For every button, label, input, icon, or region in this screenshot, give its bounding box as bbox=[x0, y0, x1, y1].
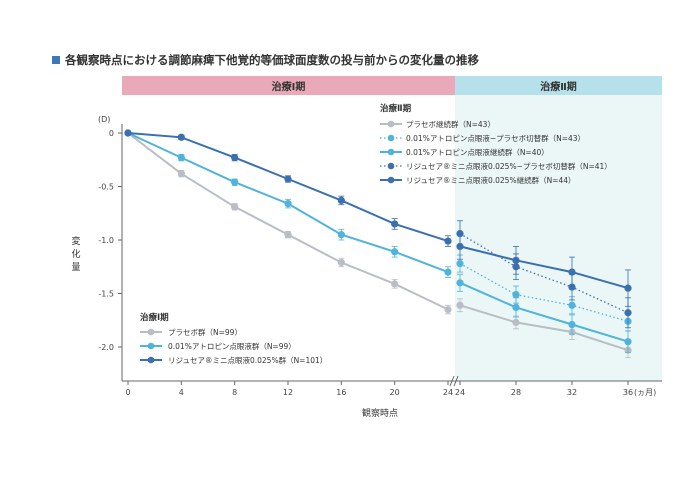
phase2-band bbox=[455, 76, 662, 95]
phase1-series-riju-point bbox=[391, 220, 399, 228]
phase2-series-4-line bbox=[459, 245, 629, 290]
y-tick-label: -1.0 bbox=[98, 236, 114, 245]
legend-phase2-marker bbox=[387, 162, 395, 170]
x-tick-label: 32 bbox=[567, 388, 577, 397]
phase1-series-atropine-point bbox=[337, 231, 345, 239]
phase1-band bbox=[122, 76, 455, 95]
phase1-series-riju-point bbox=[177, 133, 185, 141]
phase1-series-placebo-point bbox=[177, 170, 185, 178]
legend-phase2-label: 0.01%アトロピン点眼液継続群（N=40） bbox=[406, 147, 549, 157]
phase1-series-placebo-point bbox=[391, 280, 399, 288]
phase1-series-placebo-point bbox=[284, 231, 292, 239]
title-marker-icon bbox=[52, 56, 60, 64]
x-tick-label: 0 bbox=[125, 388, 130, 397]
y-tick-label: -2.0 bbox=[98, 343, 114, 352]
legend-phase1-label: 0.01%アトロピン点眼液群（N=99） bbox=[168, 341, 296, 351]
y-tick-label: 0 bbox=[109, 129, 114, 138]
legend-phase2-marker bbox=[387, 134, 395, 142]
y-tick-label: -0.5 bbox=[98, 183, 114, 192]
phase2-series-1-point bbox=[512, 290, 520, 299]
y-axis-label: 変 bbox=[71, 235, 80, 247]
phase1-series-riju-line bbox=[127, 132, 449, 243]
x-tick-label: 28 bbox=[511, 388, 521, 397]
phase2-series-1-line bbox=[459, 262, 629, 322]
legend-phase2-marker bbox=[387, 176, 395, 184]
phase2-series-0-point bbox=[512, 318, 520, 326]
y-tick-label: -1.5 bbox=[98, 290, 114, 299]
x-tick-label: 24 bbox=[455, 388, 465, 397]
phase2-series-3-point bbox=[624, 309, 632, 317]
phase2-label: 治療Ⅱ期 bbox=[540, 80, 577, 93]
phase1-series-riju-point bbox=[231, 154, 239, 162]
legend-phase2-label: プラセボ継続群（N=43） bbox=[406, 119, 495, 129]
legend-phase2-label: リジュセア®ミニ点眼液0.025%−プラセボ切替群（N=41） bbox=[406, 161, 612, 171]
phase2-series-2-line bbox=[459, 281, 629, 343]
chart-title-text: 各観察時点における調節麻痺下他覚的等価球面度数の投与前からの変化量の推移 bbox=[65, 53, 479, 67]
phase1-label: 治療Ⅰ期 bbox=[272, 80, 306, 93]
x-tick-label: 20 bbox=[390, 388, 400, 397]
y-axis-label: 量 bbox=[71, 262, 80, 273]
phase1-series-atropine-point bbox=[391, 248, 399, 256]
phase2-series-4-point bbox=[456, 242, 464, 251]
phase1-series-placebo-point bbox=[337, 258, 345, 267]
phase2-series-4-point bbox=[512, 256, 520, 264]
x-tick-label: 16 bbox=[336, 388, 346, 397]
phase2-series-1-point bbox=[568, 301, 576, 309]
phase1-series-riju-point bbox=[284, 175, 292, 183]
legend-phase1-label: リジュセア®ミニ点眼液0.025%群（N=101） bbox=[168, 355, 327, 365]
phase1-series-placebo-point bbox=[231, 203, 239, 211]
phase2-series-1-point bbox=[456, 259, 464, 268]
x-tick-label: 12 bbox=[283, 388, 293, 397]
legend-phase2-marker bbox=[387, 148, 395, 156]
phase2-series-2-point bbox=[568, 320, 576, 329]
x-axis-label: 観察時点 bbox=[362, 407, 398, 419]
legend-phase2-label: リジュセア®ミニ点眼液0.025%継続群（N=44） bbox=[406, 175, 576, 185]
phase1-series-placebo-point bbox=[444, 305, 452, 314]
phase2-series-3-line bbox=[459, 233, 629, 314]
phase1-series-placebo-line bbox=[127, 132, 449, 311]
phase1-series-riju-point bbox=[124, 129, 132, 137]
legend-phase2-title: 治療Ⅱ期 bbox=[380, 103, 412, 114]
phase2-series-0-line bbox=[459, 304, 629, 352]
legend-phase1-marker bbox=[147, 328, 155, 336]
y-axis-label: 化 bbox=[71, 248, 80, 260]
x-tick-label: 24 bbox=[443, 388, 453, 397]
x-axis-break-mark bbox=[453, 375, 459, 387]
x-tick-label: 4 bbox=[179, 388, 184, 397]
phase2-series-2-point bbox=[512, 303, 520, 312]
x-tick-label: 8 bbox=[232, 388, 237, 397]
phase2-series-2-point bbox=[624, 338, 632, 346]
chart-title: 各観察時点における調節麻痺下他覚的等価球面度数の投与前からの変化量の推移 bbox=[52, 52, 479, 68]
x-unit-label: (ヵ月) bbox=[634, 388, 656, 397]
phase2-background bbox=[455, 95, 662, 381]
y-unit-label: (D) bbox=[98, 115, 110, 124]
phase1-series-atropine-point bbox=[284, 200, 292, 208]
x-tick-label: 36 bbox=[623, 388, 633, 397]
legend-phase2-marker bbox=[387, 120, 395, 128]
phase2-series-4-point bbox=[568, 268, 576, 276]
legend-phase1-label: プラセボ群（N=99） bbox=[168, 327, 242, 337]
phase2-series-4-point bbox=[624, 284, 632, 292]
legend-phase1-marker bbox=[147, 342, 155, 350]
phase1-series-atropine-point bbox=[177, 154, 185, 162]
phase2-series-2-point bbox=[456, 279, 464, 287]
phase1-series-riju-point bbox=[444, 237, 452, 245]
phase2-series-0-point bbox=[456, 301, 464, 309]
phase1-series-atropine-point bbox=[444, 268, 452, 276]
phase1-series-riju-point bbox=[337, 196, 345, 205]
x-axis-break-mark bbox=[449, 375, 455, 387]
legend-phase2-label: 0.01%アトロピン点眼液−プラセボ切替群（N=43） bbox=[406, 133, 585, 143]
legend-phase1-marker bbox=[147, 356, 155, 364]
phase1-series-atropine-point bbox=[231, 178, 239, 186]
legend-phase1-title: 治療Ⅰ期 bbox=[140, 312, 169, 323]
